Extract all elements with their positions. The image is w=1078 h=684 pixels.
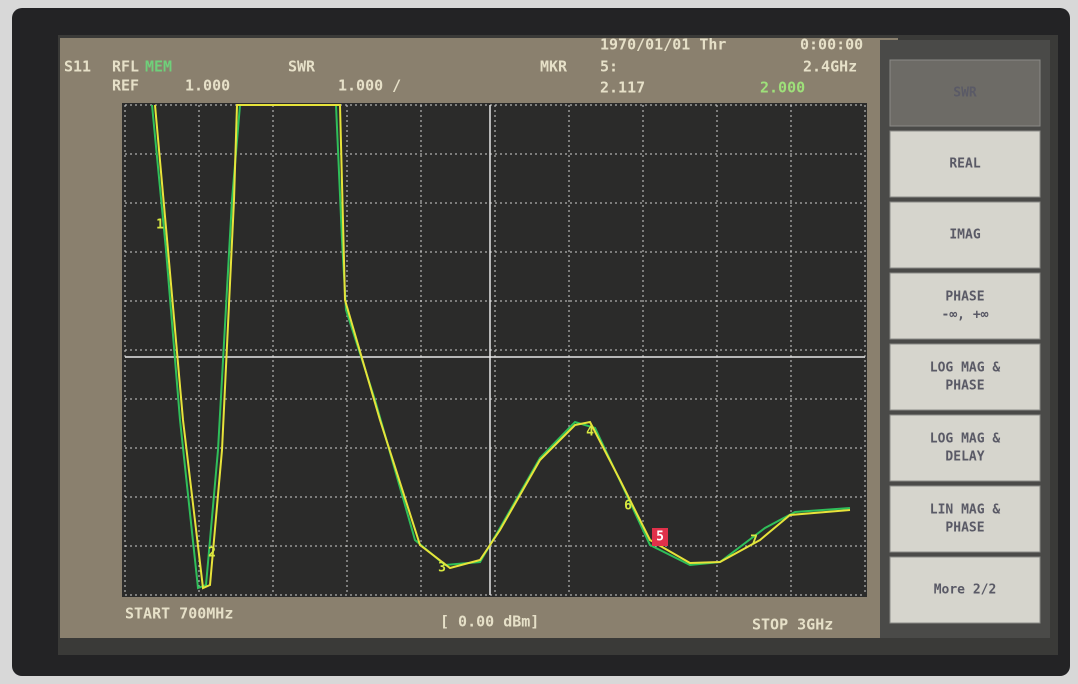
ref-label: REF (112, 77, 139, 95)
softkey[interactable] (889, 59, 1041, 127)
softkey-label[interactable]: LOG MAG & (930, 361, 1001, 376)
softkey-label[interactable]: IMAG (949, 228, 980, 243)
marker-label: 7 (750, 534, 758, 549)
grid (124, 104, 866, 596)
marker-value: 2.117 (600, 79, 645, 97)
softkey-label[interactable]: -∞, +∞ (942, 308, 989, 323)
softkey-label[interactable]: PHASE (945, 521, 984, 536)
stop-frequency: STOP 3GHz (752, 616, 833, 634)
scale: 1.000 / (338, 77, 401, 95)
marker-number: 5: (600, 58, 618, 76)
softkey[interactable] (889, 414, 1041, 482)
marker-label: 5 (656, 530, 664, 545)
marker-label: 6 (624, 499, 632, 514)
marker-freq: 2.4GHz (803, 58, 857, 76)
memory: MEM (145, 58, 172, 76)
channel: S11 (64, 58, 91, 76)
softkey[interactable] (889, 130, 1041, 198)
softkey-label[interactable]: PHASE (945, 379, 984, 394)
mode: RFL (112, 58, 139, 76)
marker-label: 2 (208, 546, 216, 561)
softkey[interactable] (889, 556, 1041, 624)
softkey-label[interactable]: LOG MAG & (930, 432, 1001, 447)
active-marker-box (652, 528, 668, 546)
start-frequency: START 700MHz (125, 605, 233, 623)
marker-group: 1 2 3 4 6 5 7 (156, 218, 758, 576)
format: SWR (288, 58, 316, 76)
marker-value-memory: 2.000 (760, 79, 805, 97)
marker-label: MKR (540, 58, 568, 76)
softkey-label[interactable]: PHASE (945, 290, 984, 305)
power: [ 0.00 dBm] (440, 613, 539, 631)
softkey[interactable] (889, 201, 1041, 269)
marker-label: 4 (586, 425, 594, 440)
date: 1970/01/01 Thr (600, 36, 726, 54)
softkey-group: SWR REAL IMAG PHASE -∞, +∞ LOG MAG & PHASE LOG … (889, 59, 1041, 624)
softkey-label[interactable]: LIN MAG & (930, 503, 1001, 518)
softkey[interactable] (889, 485, 1041, 553)
marker-label: 3 (438, 561, 446, 576)
marker-label: 1 (156, 218, 164, 233)
softkey-label[interactable]: DELAY (945, 450, 984, 465)
softkey-label[interactable]: REAL (949, 157, 980, 172)
softkey-label[interactable]: More 2/2 (934, 583, 997, 598)
softkey[interactable] (889, 343, 1041, 411)
data-trace (154, 104, 851, 590)
softkey[interactable] (889, 272, 1041, 340)
ref-value: 1.000 (185, 77, 230, 95)
softkey-label[interactable]: SWR (953, 86, 977, 101)
time: 0:00:00 (800, 36, 863, 54)
